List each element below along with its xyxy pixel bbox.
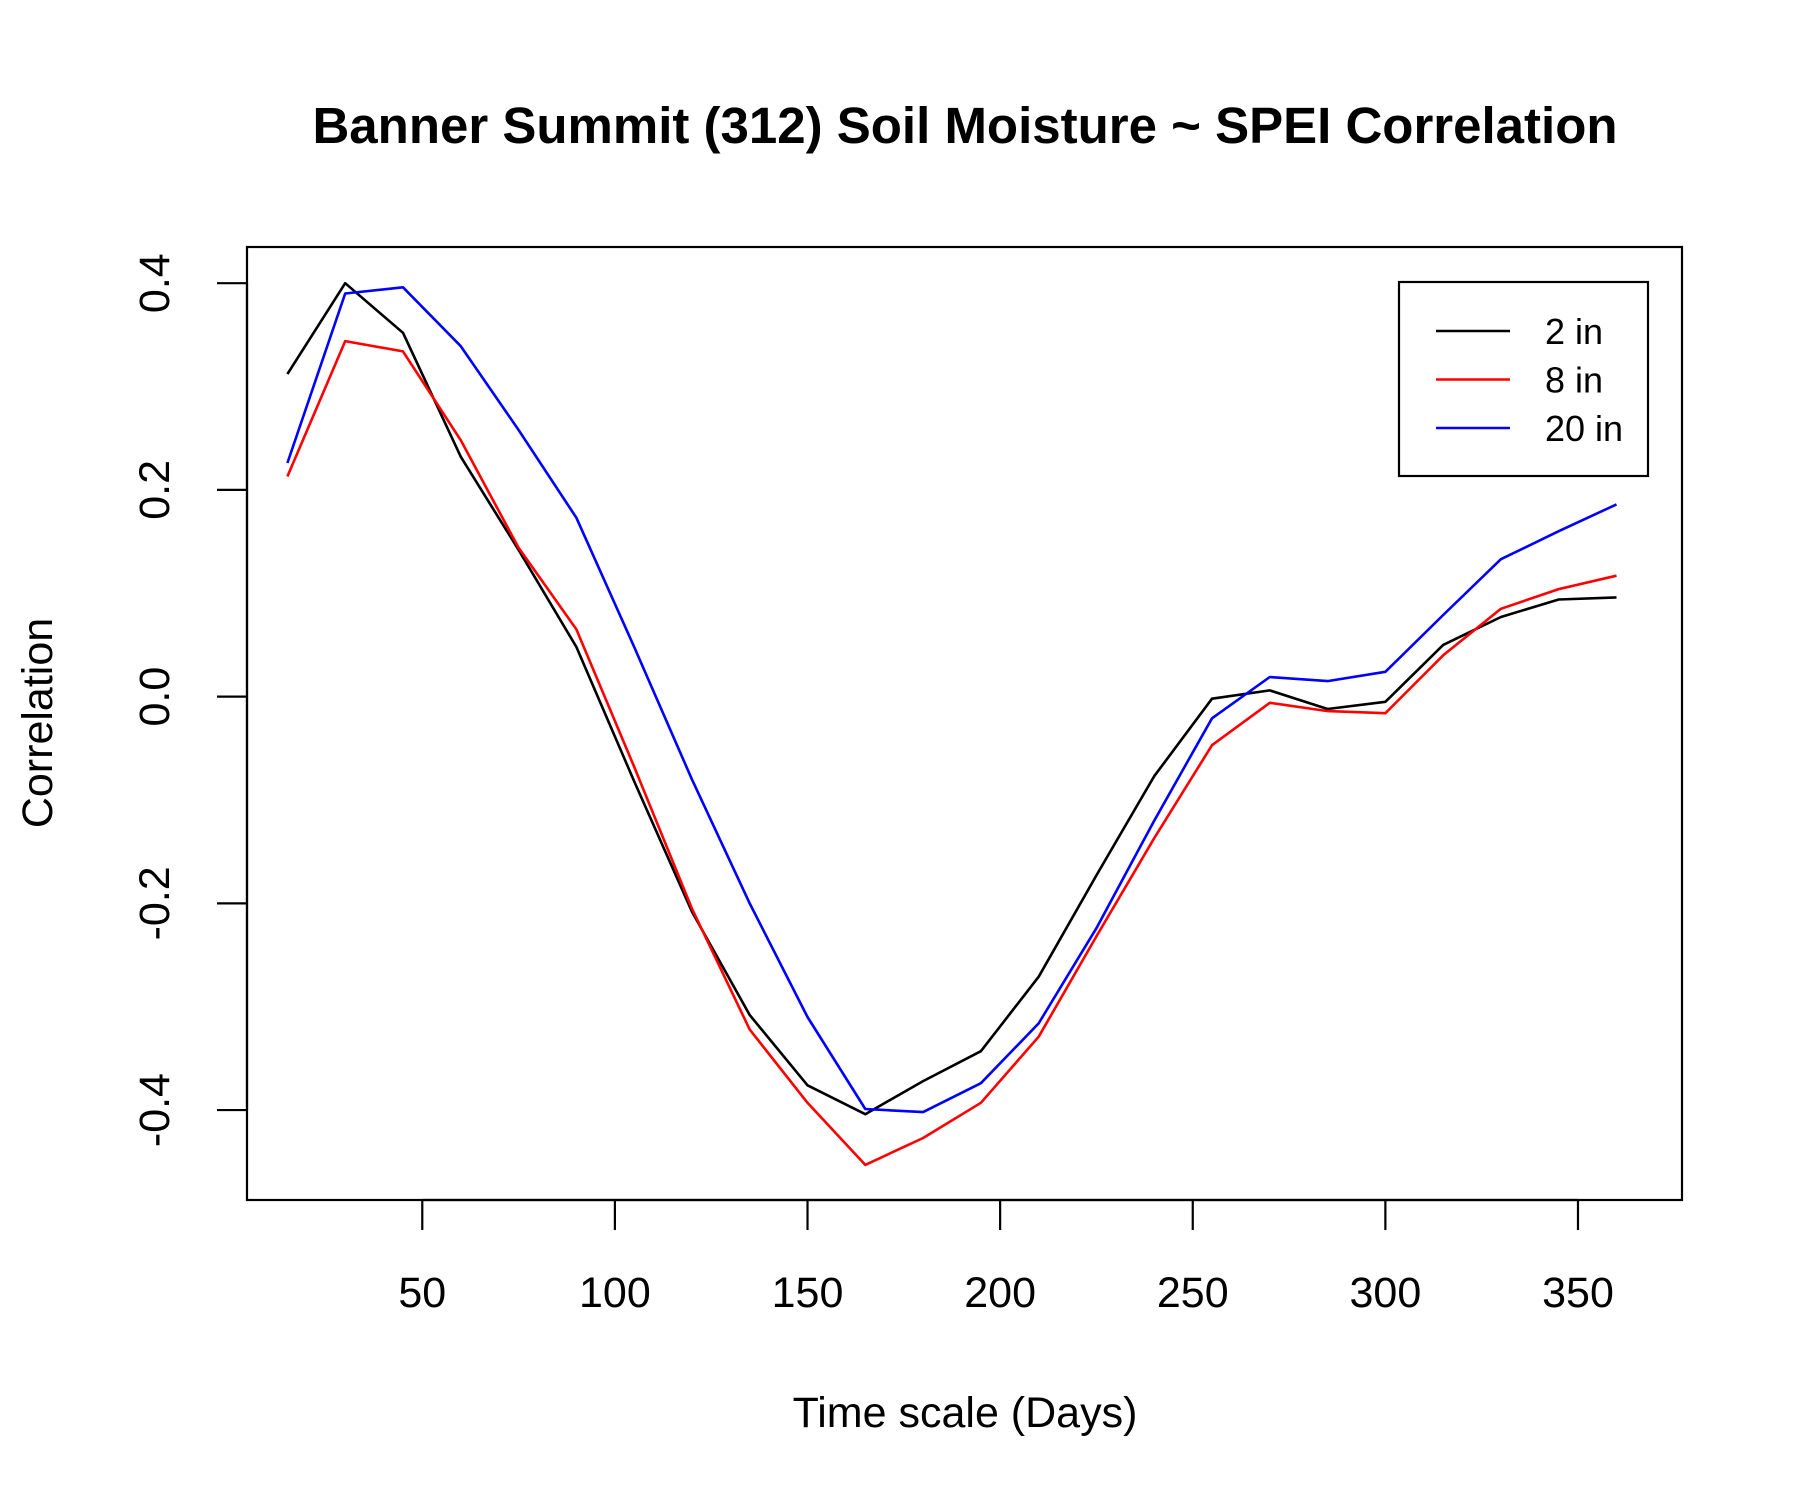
y-axis-label: Correlation: [14, 618, 62, 828]
x-axis-label: Time scale (Days): [793, 1389, 1138, 1437]
x-tick-label: 200: [964, 1269, 1036, 1317]
series-line-8-in: [286, 339, 1617, 1167]
x-tick-label: 150: [772, 1269, 844, 1317]
y-tick-label: -0.4: [131, 1073, 179, 1147]
chart-title: Banner Summit (312) Soil Moisture ~ SPEI…: [312, 97, 1617, 154]
legend: 2 in 8 in 20 in: [1397, 280, 1650, 478]
x-tick-label: 50: [398, 1269, 446, 1317]
x-tick-label: 300: [1349, 1269, 1421, 1317]
series-line-20-in: [286, 285, 1618, 1114]
y-tick-label: 0.2: [131, 460, 179, 520]
y-tick-label: -0.2: [131, 866, 179, 940]
y-axis: -0.4 -0.2 0.0 0.2 0.4: [131, 253, 249, 1147]
x-tick-label: 250: [1157, 1269, 1229, 1317]
legend-label: 8 in: [1545, 360, 1603, 401]
y-tick-label: 0.0: [131, 667, 179, 727]
plot-lines: [286, 281, 1618, 1167]
x-axis: 50 100 150 200 250 300 350: [398, 1198, 1614, 1317]
y-tick-label: 0.4: [131, 253, 179, 313]
series-line-2-in: [286, 281, 1617, 1116]
x-tick-label: 100: [579, 1269, 651, 1317]
legend-label: 20 in: [1545, 408, 1623, 449]
x-tick-label: 350: [1542, 1269, 1614, 1317]
legend-label: 2 in: [1545, 311, 1603, 352]
